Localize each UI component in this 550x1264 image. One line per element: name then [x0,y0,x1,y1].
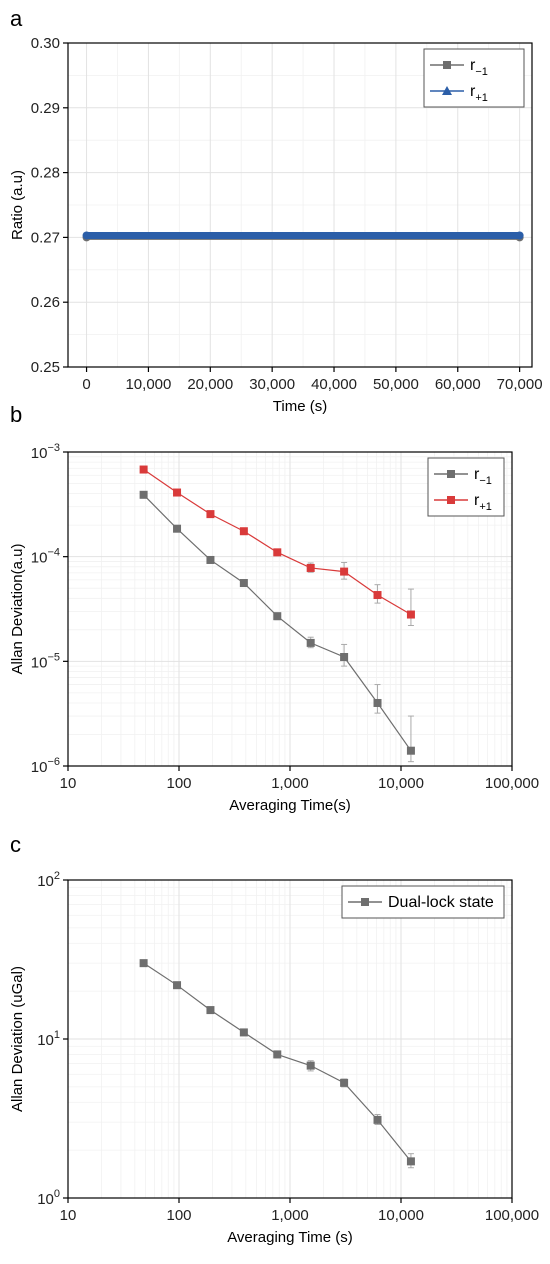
panel-b-series-0 [139,490,415,763]
panel-b-data-point [139,465,148,474]
panel-a-legend-marker [442,86,452,95]
panel-b-data-point [173,524,182,533]
panel-c-x-tick-label: 100 [166,1207,191,1224]
panel-b-data-point [373,591,382,600]
panel-b-y-tick-label: 10−5 [31,651,60,671]
panel-b-data-point [273,612,282,621]
panel-a-legend-box [423,48,525,108]
panel-b-data-point [139,490,148,499]
panel-b-data-point [306,563,315,572]
panel-b-series-line [143,469,412,616]
panel-a-data-point [82,231,91,240]
panel-a-legend: r−1r+1 [423,48,525,108]
panel-c-grid [67,879,513,1199]
panel-a-x-axis-label: Time (s) [273,398,327,415]
panel-b-x-tick-label: 10,000 [378,775,424,792]
panel-b-x-axis-label: Averaging Time(s) [229,797,350,814]
panel-c-y-axis-label: Allan Deviation (uGal) [9,966,26,1112]
panel-c-x-tick-label: 10 [60,1207,77,1224]
panel-a-y-tick-label: 0.26 [31,294,60,311]
panel-c-x-tick-label: 10,000 [378,1207,424,1224]
panel-a-label: a [10,6,23,31]
panel-a-x-tick-label: 10,000 [125,376,171,393]
panel-a-legend-marker [443,61,451,69]
panel-b-data-point [273,548,282,557]
panel-b-x-tick-label: 1,000 [271,775,309,792]
panel-b-data-point [406,610,415,619]
panel-c-y-tick-label: 100 [37,1188,60,1208]
panel-b-legend-box [427,457,505,517]
panel-b-series-1 [139,465,415,626]
panel-b-data-point [373,698,382,707]
panel-b-data-point [340,653,349,662]
panel-a-legend-entry: r+1 [470,83,488,104]
panel-a-x-tick-label: 70,000 [497,376,543,393]
panel-c-data-point [373,1115,382,1124]
panel-b-y-axis-label: Allan Deviation(a.u) [9,544,26,675]
panel-b-x-tick-label: 10 [60,775,77,792]
panel-a-y-axis-label: Ratio (a.u) [9,170,26,240]
panel-a-x-tick-label: 20,000 [187,376,233,393]
panel-a-y-tick-label: 0.28 [31,165,60,182]
panel-a-data-point [515,231,524,240]
panel-a-y-tick-label: 0.30 [31,35,60,52]
panel-c-label: c [10,832,21,857]
panel-c-x-axis-label: Averaging Time (s) [227,1229,353,1246]
panel-a-y-tick-label: 0.25 [31,359,60,376]
panel-b-data-point [239,579,248,588]
panel-c-series-0 [139,959,415,1169]
panel-c-legend-entry: Dual-lock state [388,894,494,911]
panel-c-legend-marker [361,898,369,906]
panel-a-series-r-plus-1 [82,231,524,240]
panel-a-x-tick-label: 0 [82,376,90,393]
panel-b-y-tick-label: 10−4 [31,547,60,567]
panel-b-data-point [306,638,315,647]
panel-b-legend: r−1r+1 [427,457,505,517]
panel-c-data-point [206,1006,215,1015]
panel-b-data-point [406,746,415,755]
panel-a-y-tick-label: 0.29 [31,100,60,117]
panel-c-y-tick-label: 102 [37,870,60,890]
panel-c-y-tick-label: 101 [37,1029,60,1049]
panel-b-y-tick-label: 10−3 [31,442,60,462]
panel-c-data-point [406,1157,415,1166]
panel-c-data-point [273,1050,282,1059]
panel-b-data-point [206,510,215,519]
panel-a-x-tick-label: 30,000 [249,376,295,393]
panel-c-data-point [239,1028,248,1037]
panel-a-x-tick-label: 50,000 [373,376,419,393]
panel-b-data-point [206,555,215,564]
panel-a-y-tick-label: 0.27 [31,229,60,246]
panel-b-data-point [239,527,248,536]
panel-b-legend-entry: r−1 [474,466,492,487]
panel-b-data-point [173,488,182,497]
panel-b-x-tick-label: 100 [166,775,191,792]
panel-a-plot-frame [67,42,533,368]
panel-c-legend: Dual-lock state [341,885,505,919]
panel-c-data-point [173,981,182,990]
panel-a-x-tick-label: 60,000 [435,376,481,393]
panel-b-series-line [143,494,412,752]
panel-c-x-tick-label: 1,000 [271,1207,309,1224]
panel-b-label: b [10,402,22,427]
panel-b-x-tick-label: 100,000 [485,775,539,792]
panel-b-data-point [340,567,349,576]
panel-a-x-tick-label: 40,000 [311,376,357,393]
panel-a-legend-entry: r−1 [470,57,488,78]
panel-b-legend-marker [447,496,455,504]
panel-c-data-point [139,959,148,968]
panel-c-series-line [143,962,412,1162]
panel-c-x-tick-label: 100,000 [485,1207,539,1224]
panel-b-legend-marker [447,470,455,478]
panel-c-data-point [340,1078,349,1087]
panel-c-data-point [306,1061,315,1070]
panel-b-legend-entry: r+1 [474,492,492,513]
panel-b-y-tick-label: 10−6 [31,756,60,776]
